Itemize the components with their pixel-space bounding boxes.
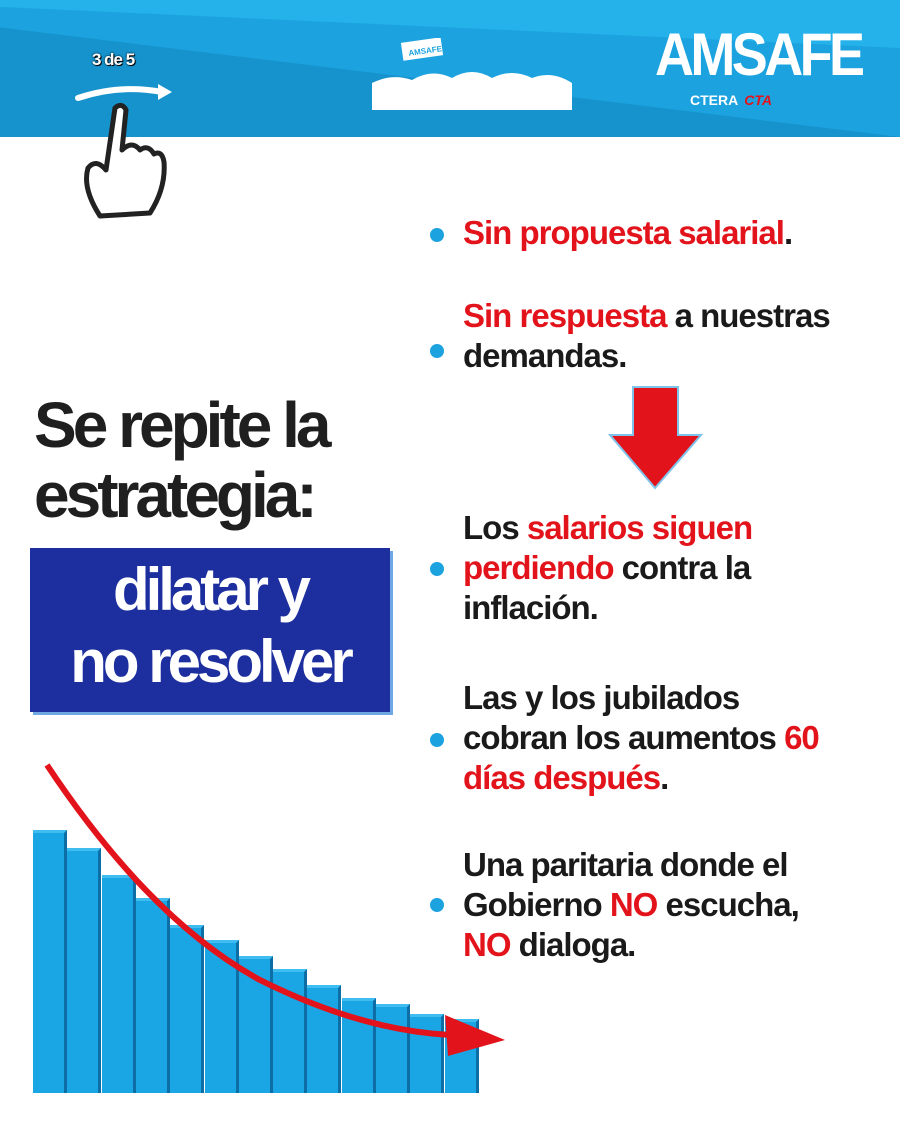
declining-trend-arrow-icon bbox=[44, 763, 505, 1056]
decor-bar bbox=[101, 874, 136, 1093]
decor-bar bbox=[341, 998, 376, 1093]
down-arrow-icon bbox=[608, 386, 703, 490]
bullet-icon bbox=[430, 344, 444, 358]
swipe-hand-icon bbox=[75, 84, 172, 219]
point-wages-losing: Los salarios siguen perdiendo contra la in… bbox=[463, 509, 753, 626]
crowd-logo: AMSAFE bbox=[372, 38, 572, 110]
header-banner: 3 de 5 AMSAFE AMSAFE CTERA CTA bbox=[0, 0, 900, 137]
point-no-response: Sin respuesta a nuestras demandas. bbox=[463, 297, 831, 374]
decor-bar bbox=[33, 830, 67, 1093]
decor-bar bbox=[170, 924, 205, 1093]
point-retirees: Las y los jubilados cobran los aumentos 6… bbox=[463, 679, 820, 796]
decor-bar bbox=[67, 848, 102, 1093]
decor-bar bbox=[410, 1014, 445, 1093]
bullet-icon bbox=[430, 733, 444, 747]
headline-line-2: estrategia: bbox=[34, 459, 318, 531]
affiliation-logos: CTERA CTA bbox=[690, 92, 772, 108]
bullet-icon bbox=[430, 898, 444, 912]
point-government-no-dialogue: Una paritaria donde el Gobierno NO escuch… bbox=[463, 846, 800, 963]
decor-bar bbox=[135, 898, 170, 1093]
highlight-line-1: dilatar y bbox=[112, 556, 311, 623]
page-counter: 3 de 5 bbox=[92, 50, 135, 69]
headline-line-1: Se repite la bbox=[34, 389, 331, 461]
decor-bar bbox=[376, 1003, 410, 1093]
bullet-icon bbox=[430, 228, 444, 242]
highlight-line-2: no resolver bbox=[70, 628, 353, 695]
point-no-salary-proposal: Sin propuesta salarial. bbox=[463, 214, 793, 251]
highlight-box: dilatar y no resolver bbox=[30, 548, 390, 712]
bullet-icon bbox=[430, 562, 444, 576]
amsafe-logo: AMSAFE bbox=[655, 21, 865, 88]
